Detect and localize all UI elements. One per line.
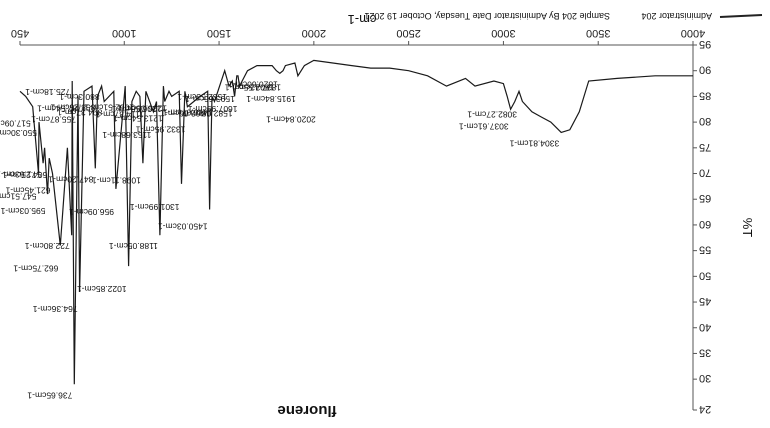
y-tick-label: 95 <box>699 38 711 50</box>
peak-label: 1098.11cm-1 <box>92 175 141 185</box>
peak-label: 1153.68cm-1 <box>102 130 151 140</box>
peak-label: 1593.66cm-1 <box>185 94 235 104</box>
peak-label: 847.20cm-1 <box>48 174 93 184</box>
y-tick-label: 65 <box>699 192 711 204</box>
legend-series: Administrator 204 <box>641 11 712 21</box>
y-tick-label: 85 <box>699 89 711 101</box>
peak-label: 1462.66cm-1 <box>160 108 210 118</box>
y-tick-label: 45 <box>699 295 711 307</box>
peak-label: 858.25cm-1 <box>50 102 95 112</box>
peak-label: 3082.27cm-1 <box>467 109 517 119</box>
peak-label: 1022.85cm-1 <box>77 284 127 294</box>
y-tick-label: 90 <box>699 64 711 76</box>
peak-label: 1332.95cm-1 <box>136 125 186 135</box>
peak-label: 550.30cm-1 <box>0 128 37 138</box>
peak-label: 956.09cm-1 <box>69 207 114 217</box>
peak-label: 1236.08cm-1 <box>117 103 167 113</box>
peak-label: 547.51cm-1 <box>0 192 36 202</box>
peak-label: 604.25cm-1 <box>2 170 47 180</box>
peak-label: 595.03cm-1 <box>0 206 45 216</box>
x-tick-label: 2000 <box>302 27 326 39</box>
peak-label: 722.80cm-1 <box>25 241 70 251</box>
peak-label: 621.45cm-1 <box>5 186 50 196</box>
peak-label: 1837.42cm-1 <box>231 83 281 93</box>
x-tick-label: 4000 <box>681 27 705 39</box>
compound-label: fluorene <box>277 402 336 419</box>
peak-label: 1552.53cm-1 <box>177 92 227 102</box>
peak-label: 571.63cm-1 <box>0 169 41 179</box>
y-tick-label: 30 <box>699 372 711 384</box>
peak-label: 1582.08cm-1 <box>183 108 233 118</box>
peak-label: 3304.81cm-1 <box>509 138 559 148</box>
x-tick-label: 3500 <box>586 27 610 39</box>
y-tick-label: 35 <box>699 346 711 358</box>
peak-label: 787.54cm-1 <box>37 103 82 113</box>
y-tick-label: 40 <box>699 321 711 333</box>
peak-label: 1188.05cm-1 <box>109 241 158 251</box>
peak-label: 1450.03cm-1 <box>158 222 208 232</box>
y-tick-label: 60 <box>699 218 711 230</box>
peak-label: 517.09cm-1 <box>0 119 31 129</box>
peak-label: 2020.84cm-1 <box>266 114 316 124</box>
peak-label: 1476.07cm-1 <box>163 108 213 118</box>
peak-label: 1114.37cm-1 <box>95 109 144 119</box>
y-axis-label: %T <box>740 218 755 238</box>
y-tick-label: 50 <box>699 269 711 281</box>
peak-label: 1062.51cm-1 <box>84 102 134 112</box>
peak-label: 1820.60cm-1 <box>228 79 278 89</box>
peak-label: 1213.54cm-1 <box>113 114 163 124</box>
peak-label: 1206.56cm-1 <box>112 104 162 114</box>
legend-description: Sample 204 By Administrator Date Tuesday… <box>365 11 610 21</box>
peak-label: 1915.84cm-1 <box>246 94 296 104</box>
peak-label: 764.36cm-1 <box>32 304 77 314</box>
y-tick-label: 70 <box>699 167 711 179</box>
peak-label: 1301.99cm-1 <box>130 202 180 212</box>
peak-label: 662.75cm-1 <box>13 263 58 273</box>
peak-label: 736.65cm-1 <box>27 390 72 400</box>
peak-label: 1802.55cm-1 <box>225 83 275 93</box>
x-tick-label: 2500 <box>396 27 420 39</box>
y-tick-label: 75 <box>699 141 711 153</box>
peak-label: 725.18cm-1 <box>25 87 70 97</box>
x-axis-label: cm-1 <box>348 12 377 27</box>
peak-label: 894.37cm-1 <box>57 108 102 118</box>
peak-label: 1607.99cm-1 <box>188 104 238 114</box>
peak-label: 880.3cm-1 <box>59 92 99 102</box>
y-tick-label: 24 <box>699 403 711 415</box>
legend-swatch <box>719 14 763 18</box>
x-tick-label: 450 <box>11 27 29 39</box>
y-tick-label: 80 <box>699 115 711 127</box>
y-tick-label: 55 <box>699 244 711 256</box>
spectrum-line <box>19 59 693 385</box>
x-tick-label: 1000 <box>112 27 136 39</box>
peak-label: 3037.61cm-1 <box>459 121 509 131</box>
x-tick-label: 3000 <box>491 27 515 39</box>
x-tick-label: 1500 <box>207 27 231 39</box>
peak-label: 755.87cm-1 <box>31 114 76 124</box>
